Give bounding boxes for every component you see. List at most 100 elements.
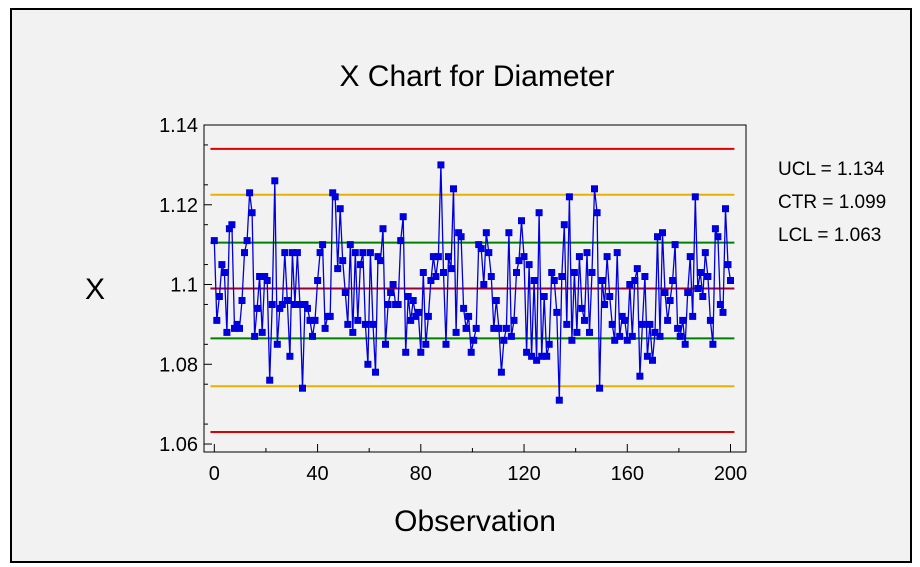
data-point bbox=[611, 336, 619, 344]
data-point bbox=[276, 304, 284, 312]
data-point bbox=[606, 293, 614, 300]
data-point bbox=[402, 348, 410, 356]
data-point bbox=[364, 360, 372, 368]
data-point bbox=[467, 348, 475, 356]
data-point bbox=[321, 324, 329, 332]
data-point bbox=[548, 269, 556, 276]
data-point bbox=[608, 320, 616, 328]
data-point bbox=[623, 336, 631, 344]
chart-title: X Chart for Diameter bbox=[339, 60, 614, 93]
data-point bbox=[507, 332, 515, 340]
data-point bbox=[210, 237, 218, 245]
data-point bbox=[696, 269, 704, 276]
data-point bbox=[256, 273, 264, 280]
data-point bbox=[356, 261, 364, 269]
data-point bbox=[656, 332, 664, 340]
data-point bbox=[263, 277, 271, 284]
data-point bbox=[427, 277, 435, 284]
data-point bbox=[686, 253, 694, 261]
data-point bbox=[281, 249, 289, 257]
data-point bbox=[518, 217, 525, 225]
data-point bbox=[472, 324, 480, 332]
data-point bbox=[223, 328, 231, 336]
data-point bbox=[533, 356, 541, 364]
data-point bbox=[387, 289, 395, 296]
data-point bbox=[631, 277, 639, 284]
data-point bbox=[535, 209, 543, 217]
data-point bbox=[291, 301, 299, 308]
data-point bbox=[414, 308, 422, 316]
data-point bbox=[525, 261, 533, 269]
plot-area bbox=[203, 124, 747, 453]
data-point bbox=[664, 316, 672, 324]
data-point bbox=[573, 328, 581, 336]
data-point bbox=[445, 253, 452, 261]
data-point bbox=[213, 316, 221, 324]
data-point bbox=[722, 205, 729, 213]
data-point bbox=[424, 312, 432, 320]
data-point bbox=[236, 324, 243, 332]
data-point bbox=[366, 249, 374, 257]
data-point bbox=[553, 308, 561, 316]
data-point bbox=[409, 297, 417, 304]
data-point bbox=[641, 273, 649, 280]
data-point bbox=[543, 352, 551, 360]
data-point bbox=[251, 332, 259, 340]
data-point bbox=[711, 225, 719, 233]
x-tick-label: 0 bbox=[209, 463, 220, 485]
data-point bbox=[495, 324, 503, 332]
data-point bbox=[636, 372, 644, 380]
data-point bbox=[341, 289, 349, 296]
data-point bbox=[628, 332, 636, 340]
data-point bbox=[293, 249, 301, 257]
data-point bbox=[530, 277, 538, 284]
data-point bbox=[369, 320, 377, 328]
data-point bbox=[676, 332, 684, 340]
data-point bbox=[699, 293, 707, 300]
data-point bbox=[215, 293, 223, 300]
data-point bbox=[724, 261, 732, 269]
data-point bbox=[591, 185, 598, 193]
data-point bbox=[309, 332, 316, 340]
data-point bbox=[346, 241, 354, 249]
data-point bbox=[407, 316, 415, 324]
y-tick-label: 1.1 bbox=[170, 275, 198, 297]
data-point bbox=[241, 249, 248, 257]
data-point bbox=[654, 233, 661, 241]
data-point bbox=[442, 340, 450, 348]
data-point bbox=[550, 277, 558, 284]
data-point bbox=[447, 265, 455, 273]
data-point bbox=[497, 368, 505, 376]
data-point bbox=[361, 320, 369, 328]
data-point bbox=[374, 253, 382, 261]
data-point bbox=[266, 376, 274, 384]
data-point bbox=[555, 396, 563, 404]
data-point bbox=[706, 316, 714, 324]
data-point bbox=[649, 356, 656, 364]
data-point bbox=[560, 221, 568, 229]
data-point bbox=[570, 269, 578, 276]
data-point bbox=[452, 328, 460, 336]
y-tick-label: 1.14 bbox=[159, 115, 198, 137]
x-tick-label: 160 bbox=[611, 463, 644, 485]
data-point bbox=[598, 277, 606, 284]
data-point bbox=[399, 213, 407, 221]
y-tick-label: 1.06 bbox=[159, 434, 198, 456]
data-point bbox=[643, 352, 651, 360]
data-point bbox=[429, 253, 437, 261]
data-point bbox=[470, 336, 478, 344]
data-point bbox=[485, 249, 493, 257]
data-point bbox=[638, 320, 646, 328]
data-point bbox=[689, 312, 697, 320]
data-point bbox=[513, 269, 520, 276]
data-point bbox=[316, 249, 324, 257]
data-point bbox=[603, 253, 611, 261]
data-point bbox=[349, 328, 357, 336]
data-point bbox=[691, 193, 699, 201]
data-point bbox=[719, 308, 727, 316]
data-point bbox=[382, 340, 389, 348]
data-point bbox=[299, 384, 306, 392]
data-point bbox=[633, 265, 641, 273]
data-point bbox=[563, 320, 571, 328]
data-point bbox=[583, 249, 591, 257]
